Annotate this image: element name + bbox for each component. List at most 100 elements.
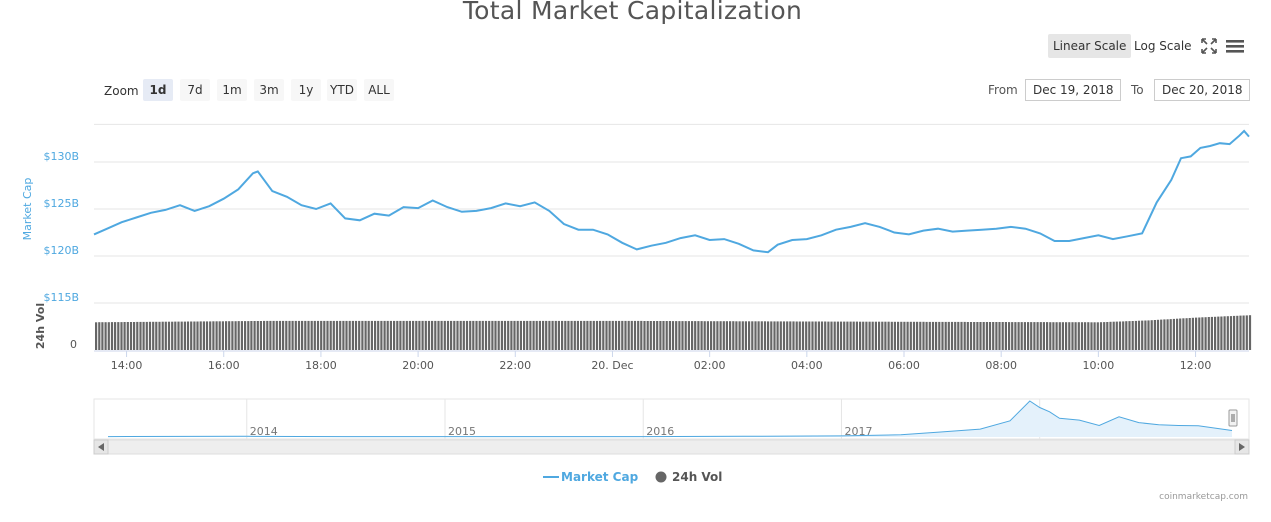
volume-bar-5 (110, 322, 114, 350)
volume-bar-333 (1150, 320, 1153, 350)
volume-bar-264 (931, 321, 935, 350)
volume-bar-87 (370, 320, 373, 350)
volume-bar-149 (567, 320, 570, 350)
volume-bar-185 (681, 321, 684, 350)
volume-bar-124 (488, 320, 491, 350)
credit-link[interactable]: coinmarketcap.com (1159, 492, 1248, 502)
volume-bar-179 (662, 321, 665, 350)
zoom-1y-button[interactable]: 1y (291, 79, 321, 101)
to-date-input[interactable]: Dec 20, 2018 (1154, 79, 1251, 101)
volume-bar-32 (196, 321, 199, 350)
volume-bar-158 (595, 320, 599, 350)
volume-bar-325 (1125, 321, 1128, 350)
log-scale-button[interactable]: Log Scale (1134, 39, 1192, 53)
volume-bar-331 (1144, 320, 1147, 350)
volume-bar-108 (437, 320, 440, 350)
x-tick-label-12:00: 12:00 (1180, 359, 1212, 372)
to-label: To (1131, 83, 1144, 97)
volume-bar-211 (763, 321, 767, 350)
volume-bar-118 (469, 320, 472, 350)
volume-bar-214 (773, 321, 776, 350)
volume-bar-178 (659, 321, 662, 350)
volume-bar-92 (386, 320, 389, 350)
volume-bar-303 (1055, 322, 1058, 350)
volume-bar-67 (307, 320, 310, 350)
volume-bar-338 (1166, 319, 1169, 350)
volume-bar-140 (538, 320, 541, 350)
volume-bar-208 (754, 321, 757, 350)
volume-bar-259 (916, 321, 919, 350)
x-tick-label-22:00: 22:00 (499, 359, 531, 372)
volume-bar-261 (922, 321, 925, 350)
zoom-all-button[interactable]: ALL (364, 79, 394, 101)
market-cap-series-line (93, 129, 1250, 254)
volume-bar-154 (583, 320, 586, 350)
volume-bar-129 (503, 320, 507, 350)
x-tick-label-10:00: 10:00 (1083, 359, 1115, 372)
volume-bar-164 (614, 320, 618, 350)
volume-bar-222 (798, 321, 801, 350)
volume-bar-358 (1229, 316, 1233, 350)
volume-bar-63 (294, 320, 297, 350)
volume-bar-213 (770, 321, 773, 350)
volume-bar-324 (1122, 321, 1125, 350)
volume-bar-132 (513, 320, 516, 350)
legend-item-market-cap[interactable]: Market Cap (543, 468, 638, 486)
volume-bar-250 (887, 321, 890, 350)
volume-bar-195 (713, 321, 716, 350)
volume-bar-323 (1118, 321, 1122, 350)
volume-bar-125 (491, 320, 494, 350)
volume-bar-113 (453, 320, 456, 350)
volume-bar-123 (484, 320, 488, 350)
zoom-3m-button[interactable]: 3m (254, 79, 284, 101)
volume-bar-169 (630, 320, 633, 350)
volume-bar-54 (266, 320, 269, 350)
zoom-label: Zoom (104, 84, 139, 98)
volume-bar-160 (602, 320, 605, 350)
fullscreen-icon[interactable] (1201, 38, 1217, 54)
volume-bar-22 (164, 321, 167, 350)
legend-item-24h-vol[interactable]: 24h Vol (654, 468, 722, 486)
volume-bar-114 (456, 320, 459, 350)
volume-bar-322 (1115, 321, 1118, 350)
volume-bar-241 (859, 321, 862, 350)
linear-scale-button[interactable]: Linear Scale (1048, 34, 1132, 58)
zoom-1d-button[interactable]: 1d (143, 79, 173, 101)
volume-bar-173 (643, 321, 646, 350)
volume-bar-258 (912, 321, 916, 350)
volume-bar-243 (865, 321, 868, 350)
volume-bar-267 (941, 321, 944, 350)
x-tick-label-20:00: 20:00 (402, 359, 434, 372)
volume-bar-193 (706, 321, 709, 350)
volume-bar-134 (519, 320, 522, 350)
volume-bar-271 (954, 321, 957, 350)
zoom-1m-button[interactable]: 1m (217, 79, 247, 101)
volume-tick-zero: 0 (70, 338, 77, 351)
volume-bar-21 (161, 321, 164, 350)
hamburger-menu-icon[interactable] (1226, 38, 1244, 54)
zoom-ytd-button[interactable]: YTD (327, 79, 357, 101)
volume-bar-102 (418, 320, 421, 350)
volume-bar-23 (167, 321, 171, 350)
volume-bar-190 (697, 321, 700, 350)
scrollbar-track[interactable] (93, 439, 1250, 455)
volume-bar-356 (1223, 316, 1226, 350)
scroll-right-arrow-icon (1239, 443, 1245, 451)
volume-bar-336 (1160, 319, 1163, 350)
from-date-input[interactable]: Dec 19, 2018 (1025, 79, 1122, 101)
volume-bar-299 (1042, 322, 1045, 350)
volume-bar-144 (551, 320, 554, 350)
legend-dot-icon (655, 471, 667, 483)
volume-bar-45 (237, 321, 240, 350)
volume-bar-74 (329, 320, 332, 350)
x-tick-label-08:00: 08:00 (985, 359, 1017, 372)
volume-bar-328 (1134, 320, 1137, 350)
zoom-7d-button[interactable]: 7d (180, 79, 210, 101)
volume-bar-359 (1233, 315, 1236, 350)
navigator-handle[interactable] (1228, 409, 1238, 427)
volume-bar-133 (516, 320, 519, 350)
volume-bar-48 (247, 321, 250, 350)
volume-bar-75 (332, 320, 335, 350)
volume-bar-127 (497, 320, 500, 350)
